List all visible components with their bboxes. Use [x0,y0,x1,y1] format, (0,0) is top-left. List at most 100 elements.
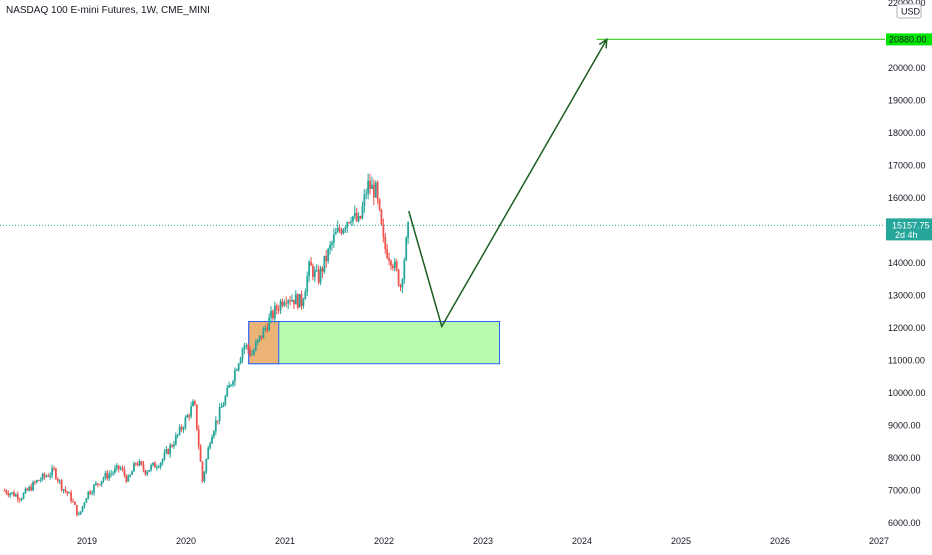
candle-body [138,461,141,466]
candle-body [344,227,347,230]
candle-body [174,435,177,445]
price-tick-label: 12000.00 [888,323,926,333]
candle-body [228,385,231,388]
candle-body [87,491,90,499]
candle-body [365,193,368,195]
candle-body [28,486,31,491]
candle-body [327,249,330,262]
candle-body [291,299,293,302]
time-tick-label: 2027 [869,536,889,546]
candle-body [256,339,259,343]
candle-body [262,328,265,339]
candle-body [338,227,341,231]
candle-body [298,293,301,308]
candle-body [62,489,65,491]
candle-body [251,354,253,356]
candle-body [155,467,158,469]
candle-body [60,480,63,491]
target-price-tag[interactable] [886,33,932,46]
candle-body [55,468,57,479]
candle-body [321,268,324,272]
candle-body [34,481,36,483]
candle-body [9,493,12,496]
candle-body [193,401,196,405]
candle-body [98,484,101,486]
candle-body [317,270,320,283]
candle-body [230,384,232,386]
candle-body [266,327,269,331]
candle-body [386,249,389,259]
candle-body [43,473,46,477]
candle-body [70,492,73,502]
candle-body [353,212,356,217]
countdown-label: 2d 4h [895,230,918,240]
time-tick-label: 2020 [176,536,196,546]
candle-body [403,260,406,280]
candle-body [213,431,215,437]
candle-body [401,279,404,288]
time-axis-panel[interactable] [0,532,932,550]
candle-body [245,345,248,347]
candle-body [268,317,271,331]
target-price-tag-label: 20880.00 [889,34,927,44]
candle-body [114,468,116,473]
candle-body [184,417,187,428]
candle-body [319,268,322,283]
candle-body [277,309,280,311]
candle-body [58,480,61,482]
candle-body [66,491,69,494]
candle-body [235,369,238,371]
candle-body [369,180,371,189]
candle-body [247,345,250,350]
candle-body [272,310,274,319]
candle-body [243,345,246,350]
candle-body [388,258,390,261]
candle-body [18,499,21,501]
candle-body [186,415,189,418]
current-price-tag[interactable] [886,218,932,241]
candle-body [232,381,234,385]
candle-body [102,478,105,482]
price-tick-label: 8000.00 [888,453,921,463]
candle-body [146,471,149,475]
projection-path[interactable] [408,39,608,329]
candle-body [203,471,206,482]
candle-body [237,363,240,370]
candle-body [384,236,387,250]
price-tick-label: 6000.00 [888,518,921,528]
candle-body [397,269,400,286]
candle-body [279,301,282,311]
candle-body [150,465,152,470]
candle-body [205,459,208,472]
candle-body [154,462,156,468]
price-tick-label: 11000.00 [888,356,925,366]
candle-body [152,462,154,466]
candle-body [192,401,194,407]
candle-body [331,242,333,246]
candle-body [357,216,360,221]
candle-body [294,294,297,305]
time-tick-label: 2023 [473,536,493,546]
candle-body [352,216,354,222]
candle-body [283,302,286,306]
candle-body [371,184,373,189]
time-tick-label: 2024 [572,536,592,546]
candle-body [47,475,50,477]
projection-arrowhead [598,37,608,49]
candle-body [93,484,95,493]
candle-body [161,459,164,464]
candle-body [35,480,38,483]
candle-body [363,194,366,207]
currency-button[interactable] [896,3,922,19]
candle-body [300,293,303,306]
price-axis-panel[interactable] [885,0,932,532]
candle-body [171,445,173,447]
candle-body [188,415,191,417]
candle-body [340,230,343,234]
candle-body [68,492,71,494]
candle-body [211,436,213,444]
demand-zone-rectangle[interactable] [248,321,500,365]
candle-body [214,420,217,432]
